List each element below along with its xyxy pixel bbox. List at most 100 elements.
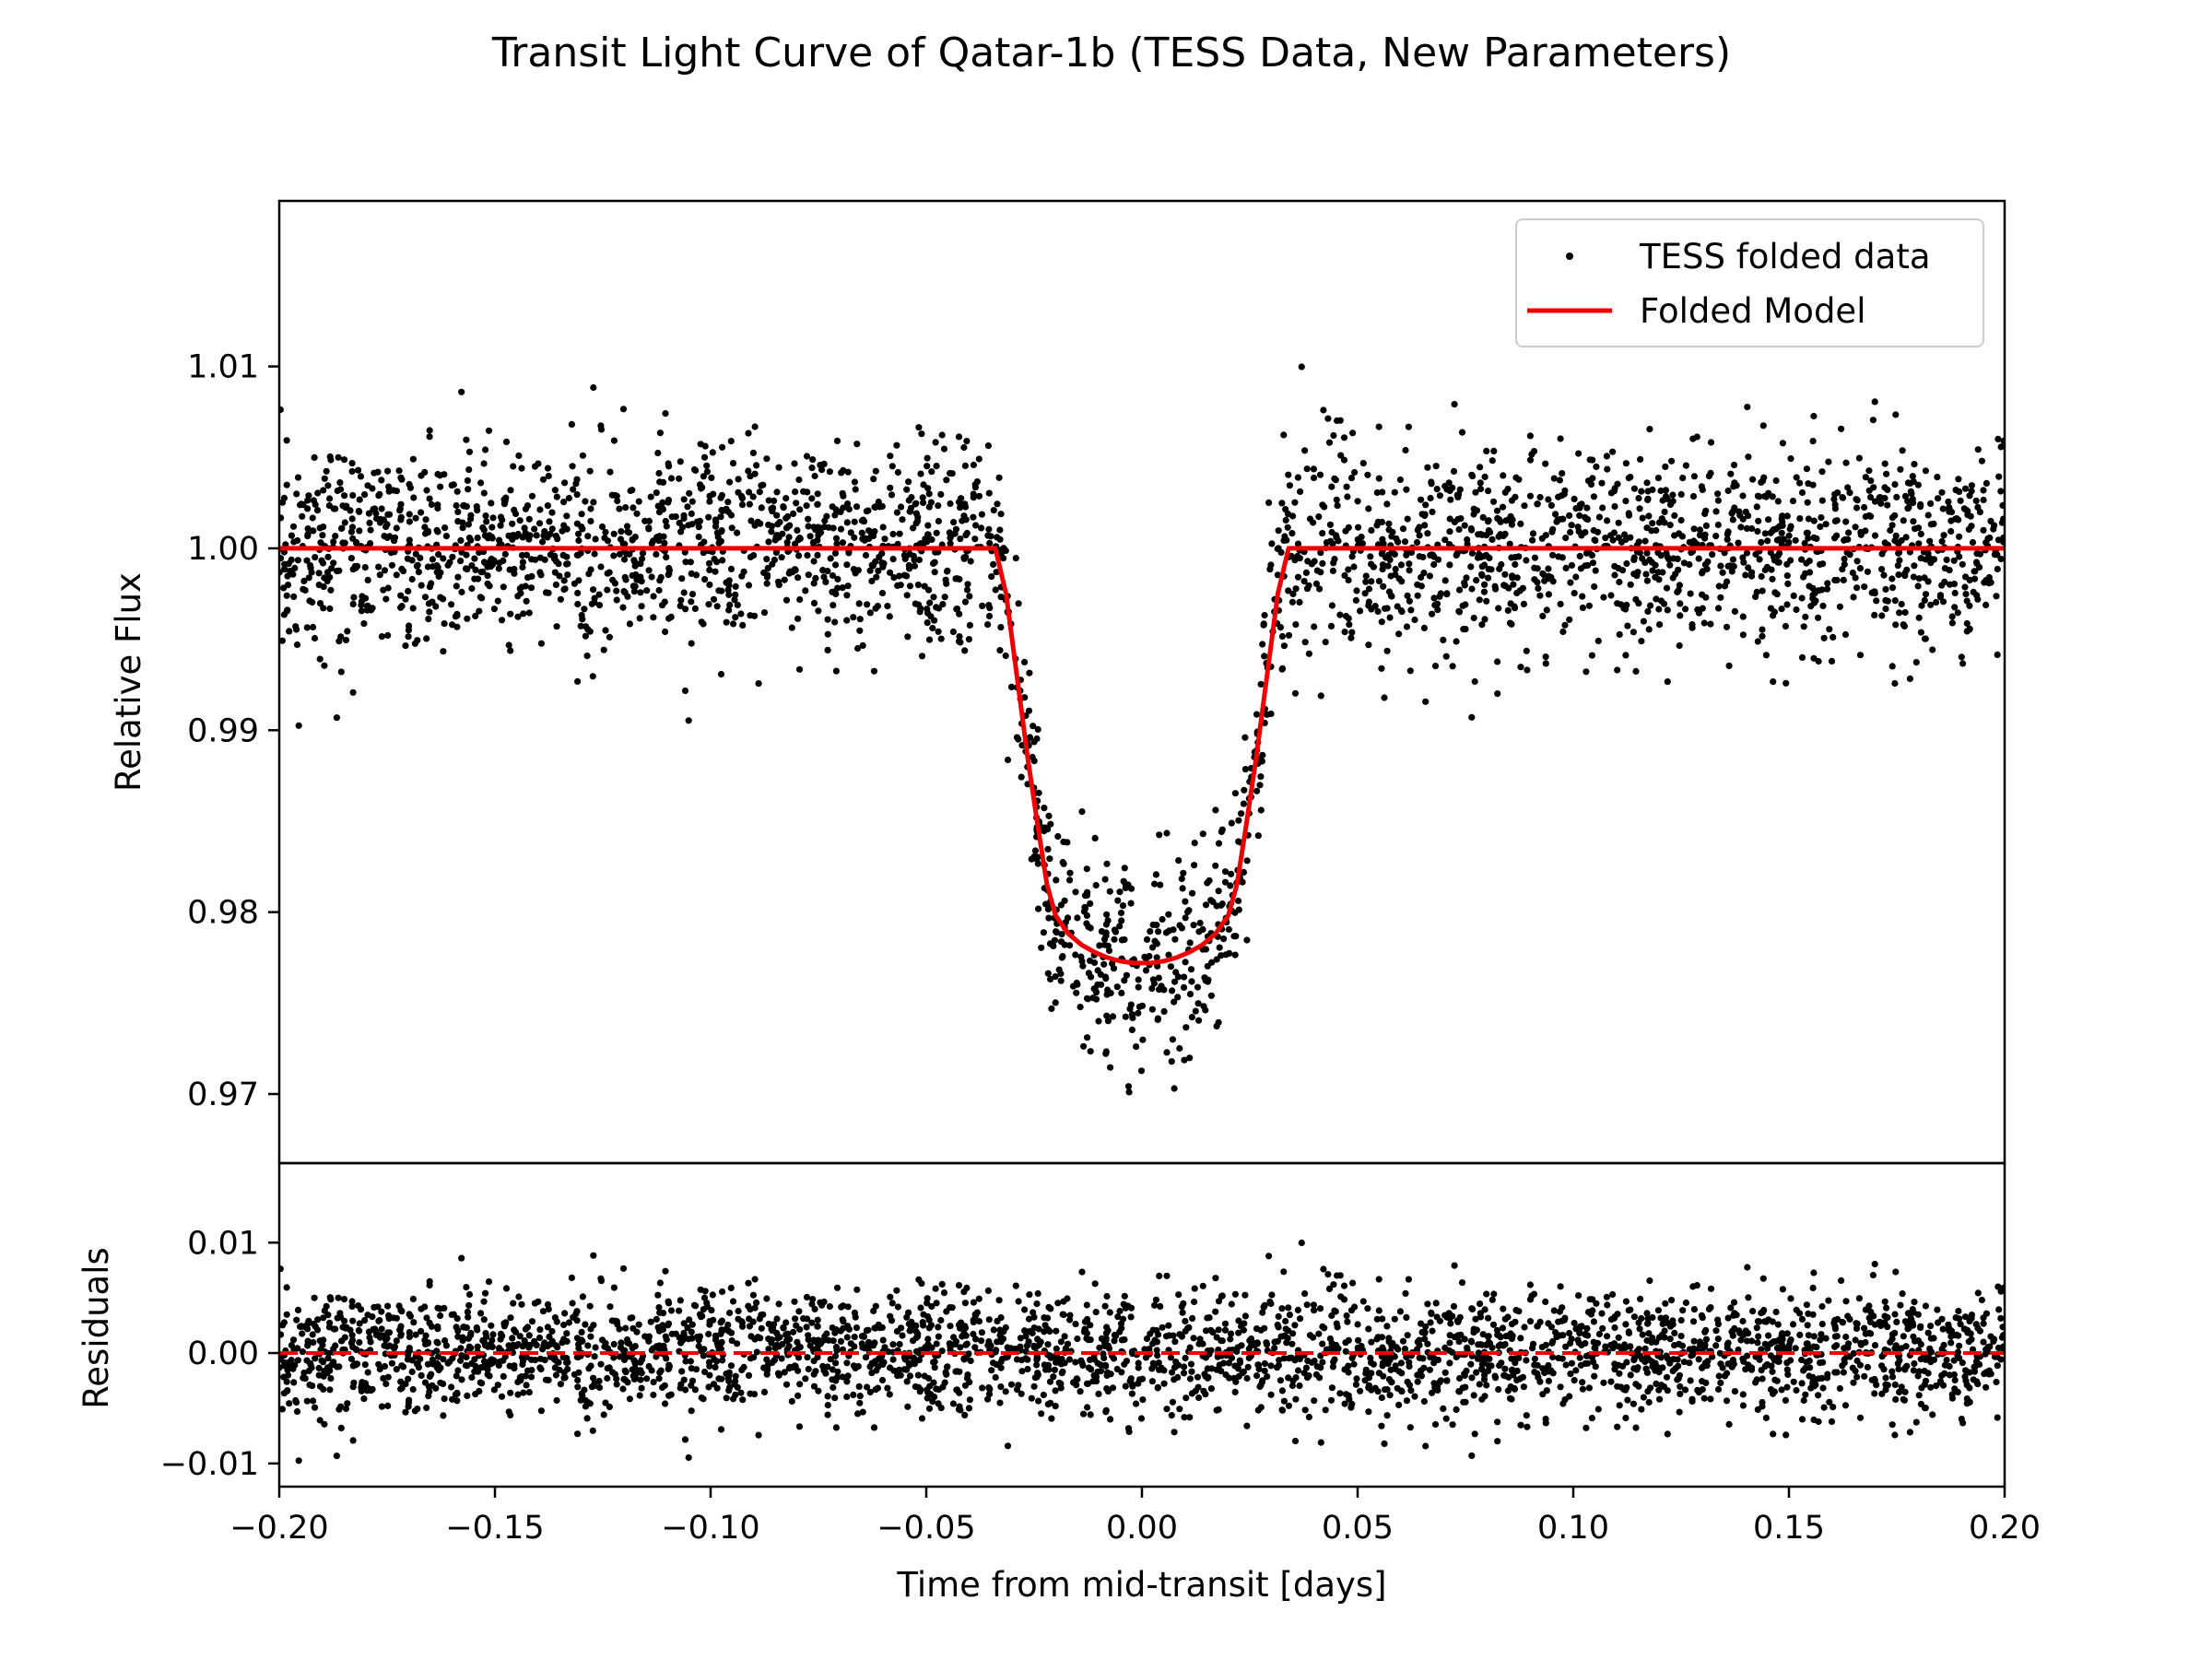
residual-data-point xyxy=(578,1328,585,1335)
residual-data-point xyxy=(619,1385,627,1393)
flux-data-point xyxy=(1639,514,1646,522)
residual-data-point xyxy=(410,1319,418,1326)
flux-data-point xyxy=(1635,495,1642,502)
residual-data-point xyxy=(433,1338,441,1346)
flux-data-point xyxy=(305,492,312,500)
flux-data-point xyxy=(284,606,291,614)
residual-data-point xyxy=(1524,1423,1531,1430)
flux-data-point xyxy=(1997,488,2005,495)
flux-data-point xyxy=(1729,556,1736,563)
flux-data-point xyxy=(1693,433,1700,441)
residual-data-point xyxy=(772,1342,780,1350)
flux-data-point xyxy=(544,465,552,472)
flux-data-point xyxy=(1125,1088,1133,1096)
flux-data-point xyxy=(912,500,920,507)
flux-data-point xyxy=(1030,853,1038,861)
flux-data-point xyxy=(700,620,707,628)
flux-data-point xyxy=(1414,526,1421,534)
flux-data-point xyxy=(1724,535,1731,543)
flux-data-point xyxy=(1669,574,1677,582)
flux-data-point xyxy=(1994,435,2002,442)
flux-data-point xyxy=(734,601,741,609)
residual-data-point xyxy=(1983,1383,1990,1391)
residual-data-point xyxy=(1995,1306,2003,1313)
flux-data-point xyxy=(791,460,798,467)
residual-data-point xyxy=(1066,1316,1074,1324)
residual-data-point xyxy=(1285,1402,1293,1409)
residual-data-point xyxy=(1085,1364,1092,1371)
flux-data-point xyxy=(1929,646,1936,653)
flux-data-point xyxy=(1268,540,1276,547)
flux-data-point xyxy=(1303,465,1311,473)
flux-data-point xyxy=(317,539,324,547)
flux-data-point xyxy=(805,571,812,579)
flux-data-point xyxy=(794,526,801,535)
flux-data-point xyxy=(425,616,432,623)
flux-data-point xyxy=(405,587,412,595)
residual-data-point xyxy=(1614,1423,1621,1430)
flux-data-point xyxy=(662,517,669,525)
flux-data-point xyxy=(1285,471,1292,478)
flux-data-point xyxy=(1895,571,1902,579)
residual-data-point xyxy=(831,1394,839,1402)
flux-data-point xyxy=(1344,493,1351,500)
flux-data-point xyxy=(1186,939,1194,947)
flux-data-point xyxy=(1761,492,1769,500)
residual-data-point xyxy=(1772,1308,1780,1316)
residual-data-point xyxy=(794,1392,802,1399)
residual-data-point xyxy=(1050,1373,1057,1381)
residual-data-point xyxy=(1267,1362,1275,1370)
flux-data-point xyxy=(800,488,807,495)
flux-data-point xyxy=(448,601,455,608)
flux-data-point xyxy=(1343,483,1350,490)
flux-data-point xyxy=(1804,529,1811,536)
residual-data-point xyxy=(1095,1390,1102,1397)
flux-data-point xyxy=(1375,423,1382,430)
residual-data-point xyxy=(690,1301,699,1309)
flux-data-point xyxy=(726,478,734,486)
residual-data-point xyxy=(1635,1346,1642,1353)
flux-data-point xyxy=(1690,525,1698,533)
flux-data-point xyxy=(900,571,908,579)
flux-data-point xyxy=(1787,455,1794,463)
flux-data-point xyxy=(600,646,607,653)
flux-data-point xyxy=(1789,498,1797,505)
flux-data-point xyxy=(717,670,725,678)
flux-data-point xyxy=(911,562,919,570)
residual-data-point xyxy=(735,1307,742,1315)
flux-data-point xyxy=(441,471,448,478)
residual-data-point xyxy=(785,1343,793,1350)
flux-data-point xyxy=(1676,582,1683,589)
flux-data-point xyxy=(889,556,897,563)
residual-data-point xyxy=(1709,1353,1716,1360)
flux-data-point xyxy=(371,505,379,512)
flux-data-point xyxy=(352,539,360,547)
flux-data-point xyxy=(1896,609,1903,617)
flux-data-point xyxy=(1317,692,1324,700)
flux-data-point xyxy=(1113,983,1121,991)
flux-data-point xyxy=(700,538,708,546)
flux-data-point xyxy=(384,584,392,592)
flux-data-point xyxy=(1453,491,1461,499)
flux-data-point xyxy=(912,600,919,607)
flux-data-point xyxy=(924,609,932,617)
flux-data-point xyxy=(1576,512,1583,520)
flux-data-point xyxy=(1471,677,1478,686)
flux-data-point xyxy=(1296,598,1303,606)
flux-data-point xyxy=(1072,888,1079,896)
flux-data-point xyxy=(1441,536,1449,544)
residual-data-point xyxy=(295,1457,302,1465)
flux-data-point xyxy=(1739,613,1747,620)
residual-data-point xyxy=(1723,1397,1731,1405)
flux-data-point xyxy=(597,563,605,571)
residual-data-point xyxy=(896,1340,903,1348)
flux-data-point xyxy=(996,526,1004,534)
flux-data-point xyxy=(1677,612,1684,619)
residual-data-point xyxy=(699,1312,706,1320)
residual-data-point xyxy=(1092,1309,1100,1316)
flux-data-point xyxy=(947,500,954,508)
flux-data-point xyxy=(1378,665,1385,672)
flux-data-point xyxy=(724,499,732,506)
flux-data-point xyxy=(1398,578,1406,585)
residual-data-point xyxy=(1397,1387,1406,1394)
